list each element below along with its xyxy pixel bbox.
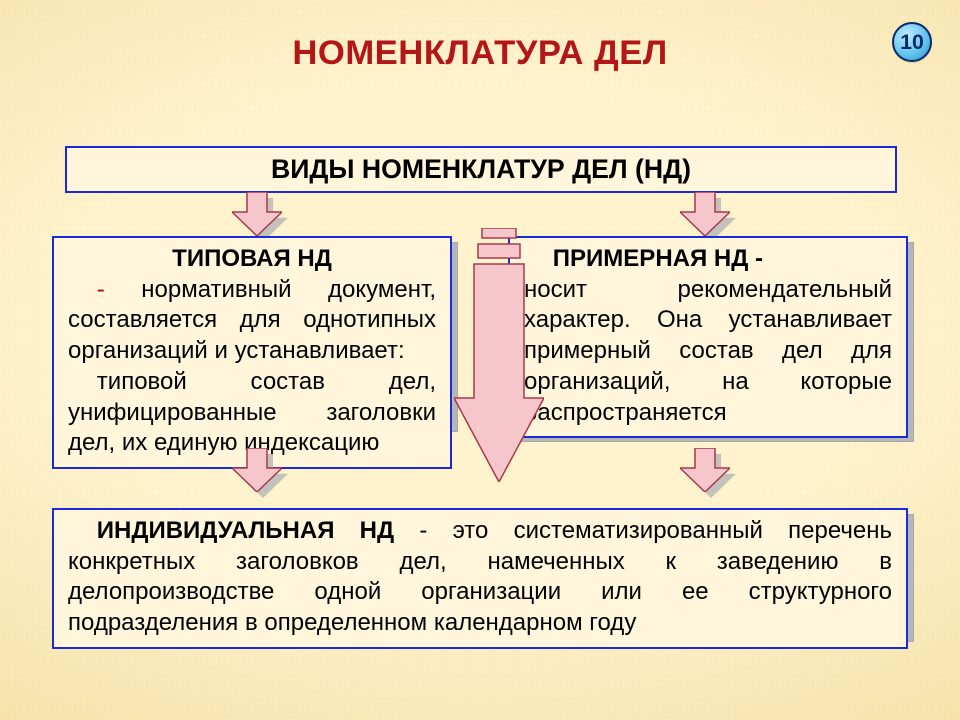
arrow-down-icon bbox=[680, 192, 730, 236]
left-box-body1: нормативный документ, составляется для о… bbox=[68, 276, 436, 364]
slide-title: НОМЕНКЛАТУРА ДЕЛ bbox=[0, 34, 960, 73]
arrow-down-icon bbox=[680, 448, 730, 492]
left-box-content: ТИПОВАЯ НД - нормативный документ, соста… bbox=[54, 238, 450, 467]
arrow-down-large-icon bbox=[454, 228, 544, 482]
arrow-down-icon bbox=[232, 448, 282, 492]
left-box-title: ТИПОВАЯ НД bbox=[172, 245, 332, 272]
right-box: ПРИМЕРНАЯ НД - носит рекомендательный ха… bbox=[508, 236, 908, 438]
bottom-box: ИНДИВИДУАЛЬНАЯ НД - это систематизирован… bbox=[52, 508, 908, 649]
header-box-text: ВИДЫ НОМЕНКЛАТУР ДЕЛ (НД) bbox=[67, 148, 895, 191]
right-box-body: носит рекомендательный характер. Она уст… bbox=[524, 275, 892, 429]
bottom-box-title: ИНДИВИДУАЛЬНАЯ НД bbox=[97, 517, 394, 544]
right-box-content: ПРИМЕРНАЯ НД - носит рекомендательный ха… bbox=[510, 238, 906, 436]
arrow-down-icon bbox=[232, 192, 282, 236]
dash: - bbox=[97, 276, 105, 303]
bottom-box-content: ИНДИВИДУАЛЬНАЯ НД - это систематизирован… bbox=[54, 510, 906, 647]
header-box: ВИДЫ НОМЕНКЛАТУР ДЕЛ (НД) bbox=[65, 146, 897, 193]
left-box-body2: типовой состав дел, унифицированные заго… bbox=[68, 368, 436, 456]
left-box: ТИПОВАЯ НД - нормативный документ, соста… bbox=[52, 236, 452, 469]
right-box-title: ПРИМЕРНАЯ НД - bbox=[553, 245, 763, 272]
